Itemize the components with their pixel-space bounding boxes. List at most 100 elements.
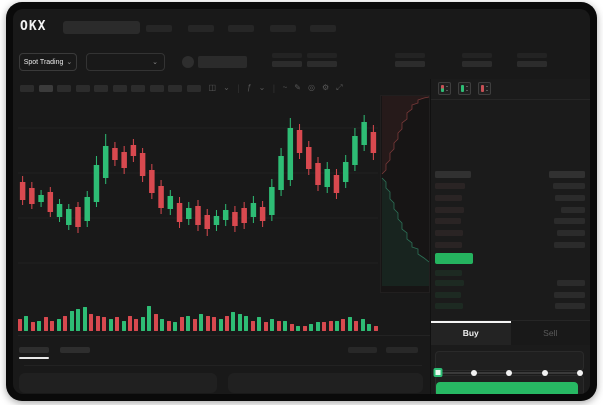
candle [158, 186, 164, 208]
chevron-down-icon: ⌄ [66, 58, 73, 66]
last-price-bar [435, 253, 473, 264]
candle [259, 207, 266, 221]
tab-buy[interactable]: Buy [431, 321, 511, 345]
bottom-bar-action[interactable] [348, 347, 377, 353]
volume-bar [50, 321, 55, 331]
line-style-icon[interactable]: ~ [282, 83, 288, 92]
market-type-selector[interactable]: Spot Trading ⌄ [19, 53, 77, 71]
slider-handle[interactable] [433, 368, 443, 377]
ask-row[interactable] [435, 242, 585, 248]
slider-dot[interactable] [577, 370, 583, 376]
timeframe-button[interactable] [20, 84, 34, 92]
volume-bar [237, 314, 242, 331]
volume-bar [37, 321, 42, 331]
volume-bar [63, 316, 68, 331]
volume-bar [315, 322, 320, 331]
amount-placeholder [557, 280, 585, 286]
price-placeholder [435, 280, 464, 286]
market-type-label: Spot Trading [23, 58, 64, 66]
divider: | [237, 83, 240, 93]
candle [195, 206, 201, 225]
bottom-bar-action[interactable] [386, 347, 418, 353]
timeframe-button[interactable] [112, 84, 127, 92]
price-placeholder [435, 183, 465, 189]
timeframe-button[interactable] [75, 84, 90, 92]
ticker-stat [462, 53, 492, 67]
stat-label-placeholder [395, 53, 425, 58]
nav-menu-item[interactable] [310, 25, 336, 32]
orderbook-bids-view[interactable] [458, 82, 471, 95]
timeframe-button[interactable] [131, 84, 145, 92]
app-window: OKX Spot Trading ⌄ ⌄ ◫ ⌄ | ƒ ⌄ | ~ ✎ ◎ ⚙ ⤢ [6, 2, 597, 401]
nav-menu-item[interactable] [146, 25, 172, 32]
buy-submit-button[interactable] [436, 382, 578, 394]
ask-row[interactable] [435, 195, 585, 201]
timeframe-button[interactable] [186, 84, 201, 92]
candle [241, 208, 247, 223]
stat-value-placeholder [395, 61, 425, 67]
bottom-tab-active[interactable] [19, 347, 49, 353]
nav-menu-item[interactable] [228, 25, 254, 32]
volume-bar [147, 306, 152, 331]
timeframe-button[interactable] [149, 84, 164, 92]
tab-sell[interactable]: Sell [510, 321, 590, 345]
nav-menu-item[interactable] [270, 25, 296, 32]
volume-bar [179, 317, 184, 331]
candle-type-icon[interactable]: ◫ [208, 83, 217, 92]
timeframe-button[interactable] [57, 84, 71, 92]
bid-row[interactable] [435, 270, 585, 276]
candle [84, 197, 90, 221]
coin-icon [182, 56, 194, 68]
timeframe-button[interactable] [38, 84, 53, 92]
candlestick-chart[interactable] [18, 100, 378, 293]
ask-row[interactable] [435, 183, 585, 189]
bid-row[interactable] [435, 280, 585, 286]
volume-bar [205, 316, 210, 331]
settings-icon[interactable]: ⚙ [321, 83, 330, 92]
candle [296, 130, 303, 153]
draw-icon[interactable]: ✎ [294, 83, 301, 92]
bid-row[interactable] [435, 303, 585, 309]
bottom-tab[interactable] [60, 347, 90, 353]
volume-bar [334, 321, 339, 331]
timeframe-button[interactable] [168, 84, 182, 92]
ticker-stat [517, 53, 547, 67]
chevron-down-icon[interactable]: ⌄ [223, 83, 230, 92]
candle [176, 203, 183, 222]
orderbook-header[interactable] [435, 171, 585, 178]
chevron-down-icon[interactable]: ⌄ [258, 83, 266, 92]
amount-placeholder [555, 303, 585, 309]
search-input[interactable] [63, 21, 140, 34]
okx-logo: OKX [20, 19, 47, 34]
volume-bar [257, 317, 262, 331]
volume-bar [56, 319, 61, 331]
amount-placeholder [557, 230, 585, 236]
bid-row[interactable] [435, 292, 585, 298]
timeframe-button[interactable] [94, 84, 108, 92]
volume-bar [192, 319, 197, 331]
ask-row[interactable] [435, 230, 585, 236]
stat-label-placeholder [272, 53, 302, 58]
slider-dot[interactable] [470, 370, 477, 376]
amount-placeholder [554, 218, 585, 224]
nav-menu-item[interactable] [188, 25, 214, 32]
orderbook-combined-view[interactable] [438, 82, 451, 95]
slider-dot[interactable] [506, 370, 512, 376]
divider [431, 99, 590, 100]
ask-row[interactable] [435, 218, 585, 224]
volume-bar [95, 316, 100, 331]
volume-bar [231, 312, 236, 331]
orderbook-asks-view[interactable] [478, 82, 491, 95]
chart-toolbar: ◫ ⌄ | ƒ ⌄ | ~ ✎ ◎ ⚙ ⤢ [20, 82, 346, 94]
screenshot-icon[interactable]: ◎ [307, 83, 315, 92]
candle [19, 182, 26, 200]
volume-bar [263, 322, 268, 331]
fullscreen-icon[interactable]: ⤢ [336, 83, 343, 92]
indicators-icon[interactable]: ƒ [247, 83, 252, 92]
slider-dot[interactable] [541, 370, 548, 376]
volume-bar [134, 319, 139, 331]
ask-row[interactable] [435, 207, 585, 213]
candle [29, 188, 35, 204]
pair-selector[interactable]: ⌄ [86, 53, 165, 71]
percent-slider[interactable] [433, 368, 583, 378]
